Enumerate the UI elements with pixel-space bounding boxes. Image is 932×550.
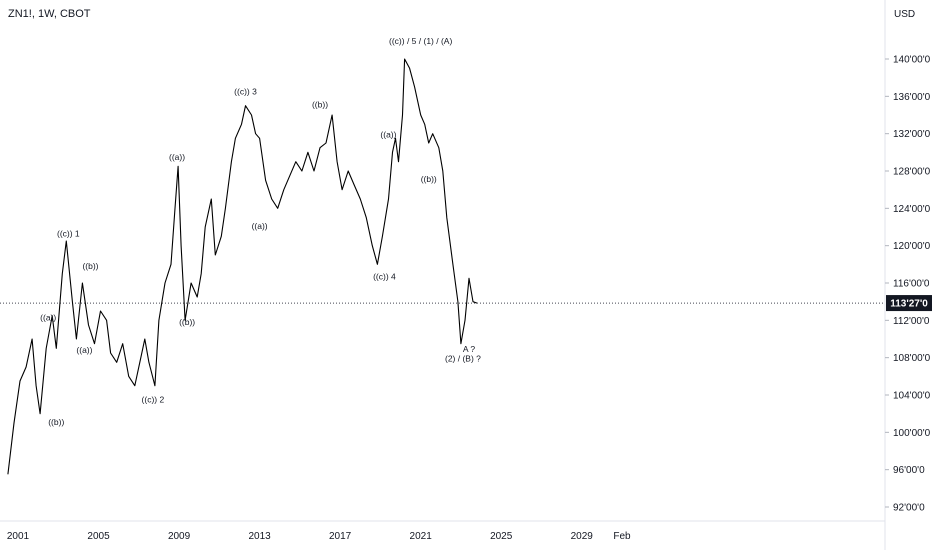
y-tick-label: 92'00'0 [893,503,925,514]
x-tick-label: 2029 [571,531,594,542]
wave-label: ((b)) [48,417,64,427]
time-axis[interactable]: 2001 2005 2009 2013 2017 2021 2025 2029 Feb [7,531,631,542]
wave-label: ((a)) [76,345,92,355]
wave-label: ((c)) 1 [57,228,80,238]
wave-label: ((b)) [312,100,328,110]
wave-label: A ? [463,344,476,354]
x-tick-label: 2005 [87,531,110,542]
wave-annotations: ((a)) ((b)) ((c)) 1 ((b)) ((a)) ((c)) 2 ((a)) (… [40,36,481,427]
x-tick-label: 2021 [410,531,433,542]
x-tick-label: Feb [613,531,631,542]
wave-label: ((b)) [82,261,98,271]
price-series-line [7,58,478,475]
price-axis[interactable]: 92'00'0 96'00'0 100'00'0 104'00'0 108'00'0 11… [885,55,931,514]
wave-label: ((c)) / 5 / (1) / (A) [389,36,452,46]
currency-label: USD [894,9,915,20]
x-tick-label: 2001 [7,531,30,542]
price-series [7,58,478,475]
wave-label: ((c)) 2 [142,394,165,404]
y-tick-label: 112'00'0 [893,316,930,327]
wave-label: ((b)) [179,317,195,327]
y-tick-label: 108'00'0 [893,353,931,364]
wave-label: ((a)) [252,221,268,231]
x-tick-label: 2009 [168,531,191,542]
wave-label: ((a)) [380,129,396,139]
y-tick-label: 128'00'0 [893,167,931,178]
chart-title: ZN1!, 1W, CBOT [8,8,91,20]
x-tick-label: 2017 [329,531,352,542]
wave-label: ((c)) 4 [373,271,396,281]
last-price-value: 113'27'0 [890,299,928,310]
x-tick-label: 2013 [248,531,271,542]
last-price-badge: 113'27'0 [886,295,932,312]
y-tick-label: 96'00'0 [893,465,925,476]
wave-label: ((a)) [169,152,185,162]
y-tick-label: 116'00'0 [893,279,930,290]
y-tick-label: 100'00'0 [893,428,931,439]
wave-label: ((c)) 3 [234,86,257,96]
y-tick-label: 120'00'0 [893,241,931,252]
wave-label: (2) / (B) ? [445,353,481,363]
y-tick-label: 132'00'0 [893,129,931,140]
last-price-badge-bg [886,295,932,312]
wave-label: ((b)) [421,174,437,184]
wave-label: ((a)) [40,312,56,322]
y-tick-label: 104'00'0 [893,391,931,402]
y-tick-label: 136'00'0 [893,92,931,103]
y-tick-label: 124'00'0 [893,204,931,215]
x-tick-label: 2025 [490,531,513,542]
y-tick-label: 140'00'0 [893,55,931,66]
